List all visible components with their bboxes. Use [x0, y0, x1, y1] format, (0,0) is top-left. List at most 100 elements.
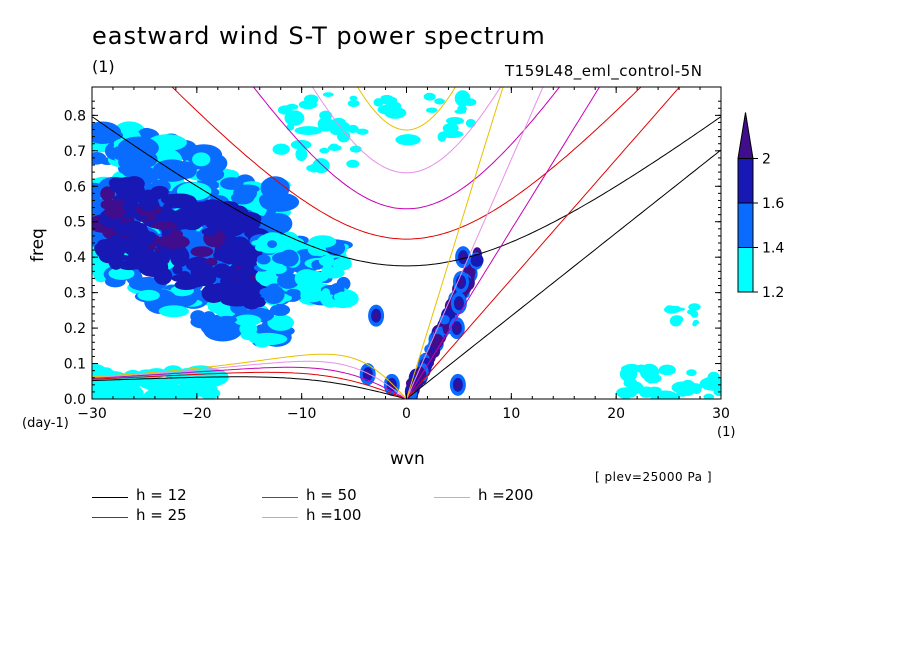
power-cell: [703, 393, 715, 399]
power-cell: [92, 121, 122, 144]
chart-title: eastward wind S-T power spectrum: [92, 22, 546, 50]
kelvin-curve: [406, 87, 681, 399]
legend-swatch: [92, 517, 128, 518]
power-cell: [118, 152, 147, 173]
power-cell: [143, 393, 155, 399]
power-cell: [690, 310, 699, 318]
power-cell: [202, 311, 216, 324]
power-cell: [284, 110, 305, 126]
power-cell: [713, 388, 721, 397]
x-tick-label: 10: [502, 406, 520, 422]
power-cell: [337, 130, 351, 143]
power-cell: [295, 147, 308, 162]
power-cell: [92, 379, 111, 390]
x-tick-label: 20: [607, 406, 625, 422]
power-cell: [356, 128, 369, 135]
power-cell: [644, 373, 662, 384]
power-peak: [458, 278, 464, 286]
ig-curve: [311, 87, 502, 174]
power-cell: [151, 221, 177, 230]
power-cell: [213, 248, 239, 262]
power-cell: [347, 99, 360, 107]
power-cell: [131, 222, 148, 235]
y-tick-label: 0.3: [64, 286, 86, 302]
power-cell: [437, 131, 447, 142]
power-cell: [445, 116, 464, 125]
colorbar-segment: [737, 247, 754, 293]
units-label: (1): [92, 57, 115, 76]
power-cell: [300, 289, 324, 303]
power-cell: [263, 270, 277, 282]
power-cell: [465, 118, 476, 128]
power-cell: [113, 199, 125, 205]
x-tick-label: −20: [182, 406, 212, 422]
legend-label: h = 50: [306, 486, 357, 504]
dispersion-curves: [92, 87, 721, 399]
y-tick-label: 0.1: [64, 357, 86, 373]
power-cell: [267, 240, 278, 249]
power-cell: [212, 263, 231, 279]
x-axis-label: wvn: [390, 449, 425, 469]
kelvin-curve: [406, 87, 544, 399]
rossby-curve: [92, 360, 407, 399]
power-cell: [269, 264, 287, 274]
power-cell: [201, 227, 218, 236]
y-tick-label: 0.2: [64, 321, 86, 337]
power-cell: [100, 199, 118, 210]
power-cell: [163, 389, 196, 399]
power-cell: [679, 379, 697, 396]
power-cell: [272, 143, 290, 155]
colorbar-segment: [737, 202, 754, 248]
power-cell: [664, 305, 680, 314]
y-tick-label: 0.7: [64, 144, 86, 160]
power-cell: [381, 96, 393, 105]
power-cell: [262, 285, 285, 305]
power-cell: [108, 267, 135, 280]
power-cell: [159, 248, 179, 258]
power-cell: [671, 315, 684, 324]
power-cell: [233, 184, 258, 202]
power-peak: [455, 381, 461, 389]
power-cell: [254, 339, 270, 348]
power-cell: [124, 237, 144, 250]
power-cell: [658, 364, 676, 376]
power-cell: [202, 206, 228, 225]
power-cell: [308, 235, 337, 249]
power-cell: [318, 255, 335, 267]
power-cell: [256, 254, 271, 265]
power-cell: [230, 283, 245, 290]
power-cell: [319, 110, 333, 121]
x-tick-label: 30: [712, 406, 730, 422]
power-cell: [190, 246, 214, 258]
power-cell: [290, 139, 312, 150]
power-cell: [332, 257, 352, 271]
power-cell: [109, 182, 127, 193]
power-cell: [138, 195, 159, 212]
power-cell: [92, 389, 110, 399]
colorbar-segment: [737, 158, 754, 204]
y-tick-label: 0.0: [64, 392, 86, 408]
power-cell: [319, 147, 330, 154]
power-cell: [309, 272, 329, 283]
power-cell: [346, 159, 360, 168]
power-cell: [240, 278, 256, 288]
power-cell: [239, 212, 262, 226]
power-cell: [294, 126, 323, 135]
power-cell: [384, 107, 407, 119]
colorbar-extension: [737, 112, 754, 159]
power-cell: [113, 222, 137, 236]
ig-curve: [357, 87, 456, 131]
power-cell: [239, 322, 258, 336]
ig-curve: [171, 87, 642, 240]
power-cell: [285, 103, 299, 110]
power-cell: [137, 289, 160, 301]
power-cell: [197, 166, 225, 182]
x-tick-label: −30: [77, 406, 107, 422]
power-cell: [616, 387, 635, 399]
power-cell: [349, 95, 358, 101]
colorbar-label: 1.6: [762, 196, 784, 212]
power-cell: [258, 193, 279, 207]
power-cell: [136, 255, 152, 263]
power-cell: [686, 369, 697, 377]
